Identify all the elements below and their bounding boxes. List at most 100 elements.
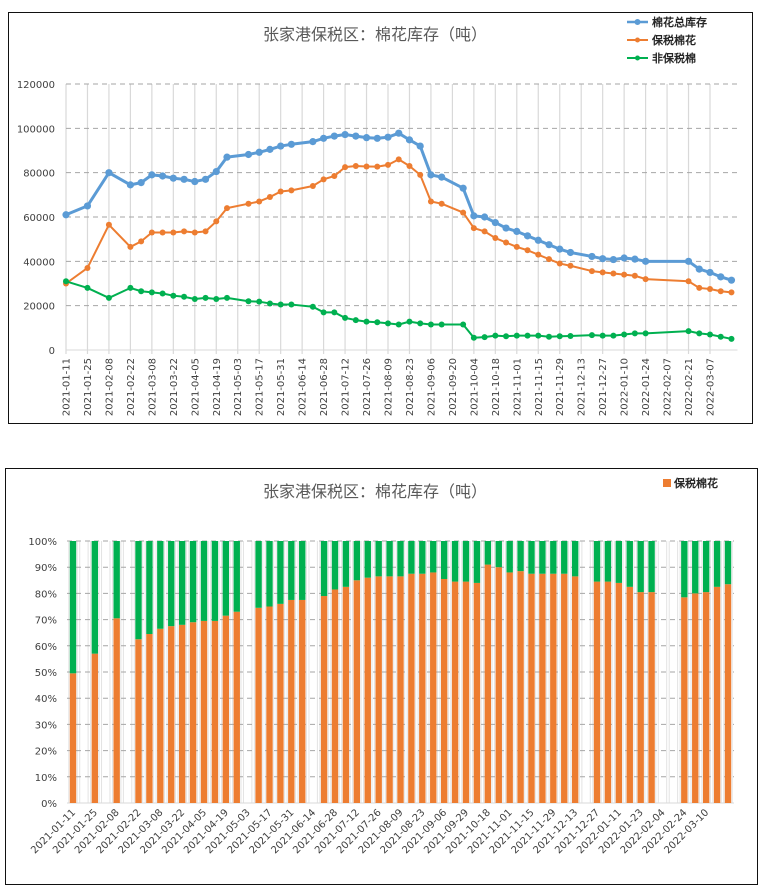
chart1-point (427, 198, 434, 205)
chart2-bar-bonded (342, 586, 350, 803)
chart2-bar-nonbonded (419, 541, 426, 574)
chart2-bar-nonbonded (364, 541, 371, 578)
chart2-bar (702, 541, 710, 803)
chart1-x-tick-label: 2021-12-27 (598, 358, 609, 416)
chart1-point (567, 333, 574, 340)
chart1-point (460, 209, 467, 216)
chart1-point (330, 132, 338, 140)
chart2-bar-bonded (288, 599, 295, 803)
chart2-bar-bonded (440, 578, 448, 803)
chart2-bar-nonbonded (550, 541, 557, 574)
legend-item-bonded[interactable]: 保税棉花 (627, 33, 696, 47)
chart2-bar (451, 541, 459, 803)
chart1-point (352, 317, 359, 324)
chart2-bar (539, 541, 546, 803)
chart1-point (212, 167, 220, 176)
chart1-point (137, 179, 145, 187)
chart2-bar (484, 541, 492, 803)
chart1-point (320, 309, 327, 316)
chart1-point (277, 188, 284, 195)
chart1-point (588, 268, 595, 275)
chart2-bars (69, 541, 732, 803)
chart2-bar-bonded (615, 582, 623, 803)
chart1-x-tick-label: 2021-07-12 (341, 358, 352, 416)
chart1-point (556, 333, 563, 340)
chart2-y-tick-label: 40% (35, 694, 57, 705)
chart1-point (438, 173, 446, 181)
chart1-point (524, 247, 531, 254)
chart2-bar (178, 541, 186, 803)
chart2-bar-nonbonded (331, 541, 339, 590)
chart1-point (492, 332, 499, 339)
chart1-point (342, 314, 349, 321)
chart1-point (481, 213, 489, 221)
chart1-point (535, 332, 542, 339)
chart2-bar (626, 541, 633, 803)
chart2-bar-bonded (266, 606, 273, 803)
chart2-bar-nonbonded (637, 541, 644, 593)
legend-marker-bonded (635, 37, 640, 43)
chart2-bar-nonbonded (157, 541, 164, 629)
chart2-bar-bonded (430, 572, 437, 803)
chart1-point (105, 294, 112, 301)
chart1-x-axis: 2021-01-11 2021-01-25 2021-02-08 2021-02-22… (62, 358, 717, 416)
chart2-bar-bonded (517, 571, 524, 803)
chart1-point (256, 298, 263, 305)
chart1-point (169, 174, 177, 182)
chart2-bar-nonbonded (648, 541, 655, 593)
chart1-point (685, 328, 692, 335)
chart2-bar-bonded (331, 589, 339, 803)
chart1-x-tick-label: 2022-03-07 (706, 358, 717, 416)
chart2-bar (462, 541, 470, 803)
chart2-bar (135, 541, 142, 803)
chart2-bar-nonbonded (168, 541, 175, 627)
chart2-bar-bonded (375, 576, 382, 803)
chart1-x-tick-label: 2021-01-25 (83, 358, 94, 416)
chart2-bar-bonded (473, 582, 481, 803)
chart1-point (191, 177, 199, 186)
chart1-point (170, 229, 177, 236)
chart1-point (546, 256, 552, 263)
chart1-series (62, 129, 736, 342)
chart2-bar (692, 541, 699, 803)
chart2-bar-bonded (189, 622, 197, 803)
chart1-x-tick-label: 2022-01-10 (620, 358, 631, 416)
chart2-bar-bonded (157, 628, 164, 803)
chart2-bar-bonded (277, 603, 284, 803)
chart2-bar-nonbonded (692, 541, 699, 594)
legend-item-total[interactable]: 棉花总库存 (627, 15, 707, 29)
chart2-bar-nonbonded (320, 541, 328, 597)
legend-item-nonbonded[interactable]: 非保税棉 (627, 51, 696, 65)
chart2-bar-bonded (626, 586, 633, 803)
chart1-point (181, 293, 188, 300)
chart1-point (363, 318, 370, 325)
chart1-point (191, 229, 198, 236)
chart1-legend: 棉花总库存 保税棉花 非保税棉 (627, 15, 707, 65)
chart2-y-tick-label: 0% (41, 799, 57, 810)
chart2-bar-bonded (233, 611, 240, 803)
chart1-x-tick-label: 2021-08-09 (384, 358, 395, 416)
chart2-bar (615, 541, 623, 803)
chart2-bar-nonbonded (353, 541, 361, 581)
chart1-point (417, 171, 424, 178)
chart2-bar-bonded (386, 576, 393, 803)
chart1-point (181, 228, 188, 235)
chart1-point (609, 255, 618, 264)
chart1-point (460, 321, 467, 328)
chart2-bar (430, 541, 437, 803)
chart2-legend[interactable]: 保税棉花 (663, 476, 718, 490)
chart1-point (180, 175, 188, 183)
chart1-point (620, 254, 628, 262)
chart2-bar-nonbonded (408, 541, 415, 574)
chart1-point (707, 286, 713, 293)
chart1-point (513, 332, 520, 339)
chart2-bar-nonbonded (462, 541, 470, 582)
chart2-bar (713, 541, 721, 803)
chart2-bar-bonded (528, 573, 535, 803)
chart2-bar-bonded (364, 577, 371, 803)
chart2-bar (200, 541, 208, 803)
chart1-y-tick-label: 80000 (23, 169, 55, 180)
chart1-point (503, 239, 510, 246)
chart2-bar-nonbonded (397, 541, 404, 577)
chart2-bar-nonbonded (189, 541, 197, 623)
